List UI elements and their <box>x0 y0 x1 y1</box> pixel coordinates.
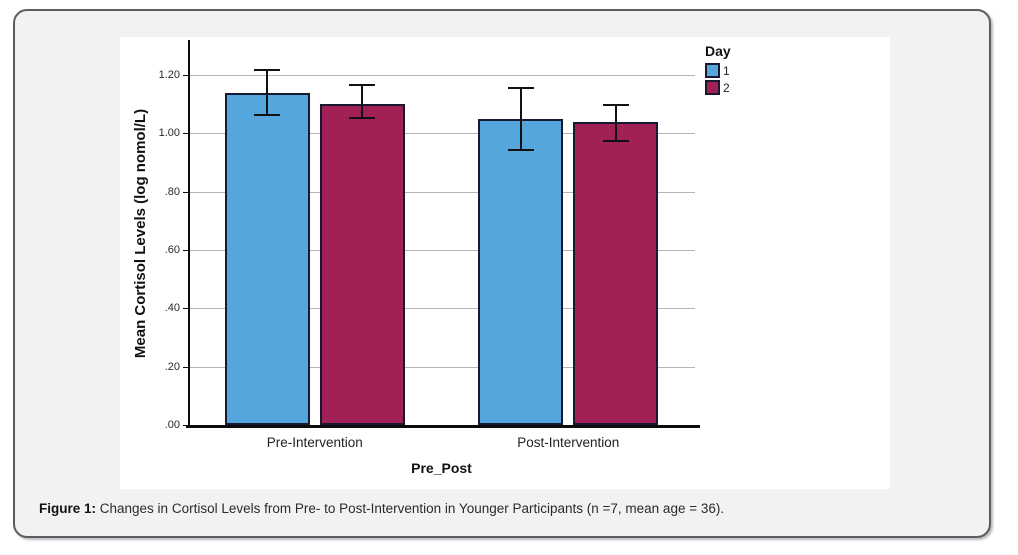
chart-panel: .00 .20 .40 .60 .80 1.00 1.20 Pre-Intervention P… <box>120 37 890 489</box>
error-bar-cap-top <box>507 86 534 89</box>
error-bar-cap-bottom <box>507 148 534 151</box>
gridline <box>188 75 695 76</box>
figure-caption: Figure 1: Changes in Cortisol Levels fro… <box>39 500 974 518</box>
error-bar-line <box>361 83 364 119</box>
bar-series-1 <box>478 118 564 425</box>
error-bar-cap-bottom <box>602 140 629 143</box>
figure-card: .00 .20 .40 .60 .80 1.00 1.20 Pre-Intervention P… <box>13 9 991 538</box>
error-bar-cap-top <box>254 69 281 72</box>
error-bar-cap-bottom <box>349 116 376 119</box>
bar-series-1 <box>224 92 310 425</box>
gridline <box>188 308 695 310</box>
bar-chart: .00 .20 .40 .60 .80 1.00 1.20 Pre-Intervention P… <box>120 37 890 489</box>
y-tick-label: .60 <box>164 244 180 256</box>
y-axis-tick <box>183 425 188 426</box>
error-bar-cap-top <box>349 83 376 86</box>
error-bar-cap-bottom <box>254 113 281 116</box>
error-bar-line <box>614 104 617 143</box>
y-axis-tick <box>183 191 188 193</box>
figure-caption-label: Figure 1: <box>39 501 97 516</box>
y-axis-tick <box>183 75 188 76</box>
error-bar-line <box>519 86 522 151</box>
gridline <box>188 133 695 135</box>
chart-legend: Day 1 2 <box>705 43 731 97</box>
y-axis-tick <box>183 308 188 310</box>
y-tick-label: 1.00 <box>158 127 180 140</box>
bar-series-2 <box>319 104 405 425</box>
legend-label: 2 <box>723 80 730 95</box>
x-category-label: Pre-Intervention <box>266 435 363 450</box>
legend-label: 1 <box>723 63 730 78</box>
figure-caption-text: Changes in Cortisol Levels from Pre- to … <box>96 501 725 516</box>
y-axis-tick <box>183 366 188 368</box>
y-tick-label: .00 <box>164 419 180 431</box>
x-axis-line <box>186 425 700 428</box>
legend-entry: 2 <box>705 80 731 95</box>
y-axis-line <box>188 40 190 428</box>
y-axis-title: Mean Cortisol Levels (log nomol/L) <box>132 108 149 359</box>
x-axis-title: Pre_Post <box>411 460 472 476</box>
legend-swatch-icon <box>705 80 720 95</box>
legend-title: Day <box>705 43 731 59</box>
x-category-label: Post-Intervention <box>517 435 620 450</box>
y-axis-tick <box>183 250 188 251</box>
y-tick-label: .40 <box>164 302 180 315</box>
bar-series-2 <box>573 121 659 425</box>
error-bar-cap-top <box>602 104 629 107</box>
y-axis-tick <box>183 133 188 135</box>
y-tick-label: .20 <box>164 360 180 373</box>
error-bar-line <box>266 69 269 116</box>
legend-entry: 1 <box>705 63 731 78</box>
y-tick-label: .80 <box>164 185 180 198</box>
gridline <box>188 250 695 251</box>
gridline <box>188 191 695 193</box>
gridline <box>188 366 695 368</box>
y-tick-label: 1.20 <box>158 69 180 81</box>
legend-swatch-icon <box>705 63 720 78</box>
